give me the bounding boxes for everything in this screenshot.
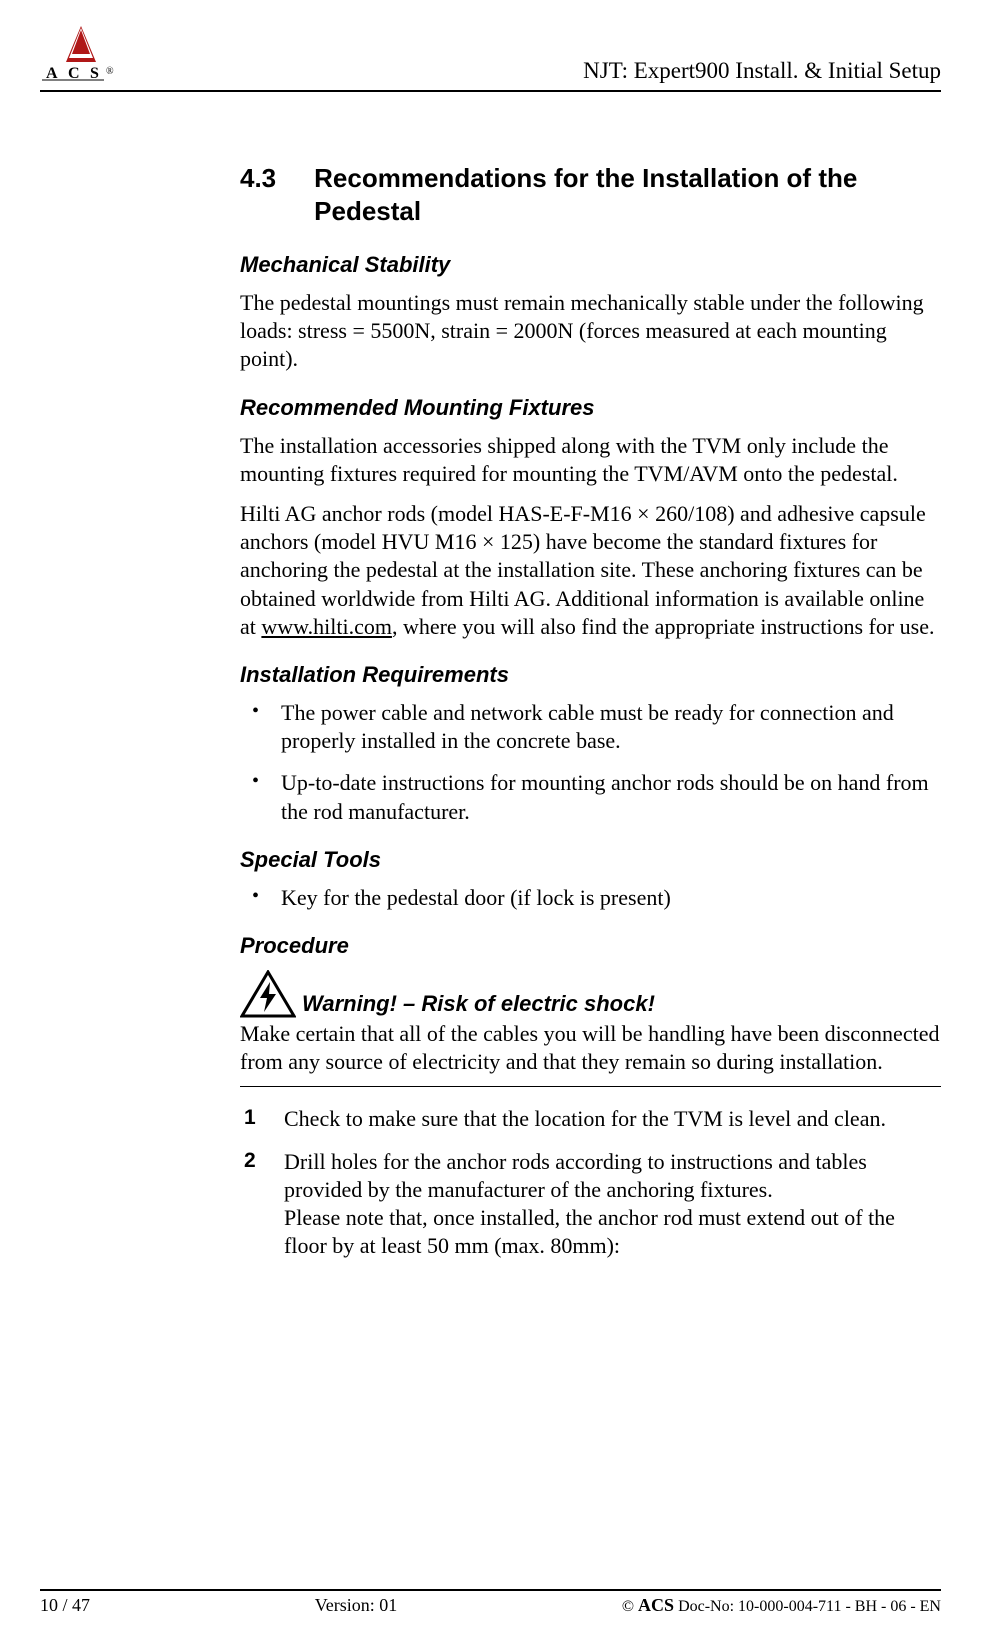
subhead-fixtures: Recommended Mounting Fixtures bbox=[240, 394, 941, 422]
para-fixtures-1: The installation accessories shipped alo… bbox=[240, 432, 941, 488]
bullet-icon: • bbox=[252, 884, 259, 912]
hilti-link[interactable]: www.hilti.com bbox=[261, 614, 392, 639]
svg-text:S: S bbox=[90, 65, 99, 82]
footer-page-number: 10 / 47 bbox=[40, 1595, 90, 1616]
svg-text:C: C bbox=[68, 65, 80, 82]
svg-text:A: A bbox=[46, 65, 58, 82]
requirements-list: • The power cable and network cable must … bbox=[240, 699, 941, 826]
subhead-mechanical: Mechanical Stability bbox=[240, 251, 941, 279]
list-item: • The power cable and network cable must … bbox=[240, 699, 941, 755]
svg-text:®: ® bbox=[106, 66, 114, 77]
list-item: • Up-to-date instructions for mounting an… bbox=[240, 769, 941, 825]
para-fixtures-2: Hilti AG anchor rods (model HAS-E-F-M16 … bbox=[240, 500, 941, 641]
list-item-text: The power cable and network cable must b… bbox=[281, 699, 941, 755]
warning-body: Make certain that all of the cables you … bbox=[240, 1020, 941, 1076]
step-number: 2 bbox=[244, 1148, 262, 1261]
page-header: A C S ® NJT: Expert900 Install. & Initia… bbox=[40, 24, 941, 92]
tools-list: • Key for the pedestal door (if lock is p… bbox=[240, 884, 941, 912]
subhead-procedure: Procedure bbox=[240, 932, 941, 960]
step-item: 1 Check to make sure that the location f… bbox=[240, 1105, 941, 1133]
warning-label: Warning! – Risk of electric shock! bbox=[302, 990, 655, 1020]
warning-heading: Warning! – Risk of electric shock! bbox=[240, 970, 941, 1020]
bullet-icon: • bbox=[252, 769, 259, 825]
footer-docno: © ACS Doc-No: 10-000-004-711 - BH - 06 -… bbox=[622, 1595, 941, 1616]
step-text: Drill holes for the anchor rods accordin… bbox=[284, 1148, 941, 1261]
para-mechanical: The pedestal mountings must remain mecha… bbox=[240, 289, 941, 373]
procedure-steps: 1 Check to make sure that the location f… bbox=[240, 1105, 941, 1260]
section-title: Recommendations for the Installation of … bbox=[314, 162, 941, 227]
step-number: 1 bbox=[244, 1105, 262, 1133]
footer-docno-text: Doc-No: 10-000-004-711 - BH - 06 - EN bbox=[674, 1598, 941, 1615]
list-item-text: Up-to-date instructions for mounting anc… bbox=[281, 769, 941, 825]
step-item: 2 Drill holes for the anchor rods accord… bbox=[240, 1148, 941, 1261]
list-item-text: Key for the pedestal door (if lock is pr… bbox=[281, 884, 671, 912]
electric-shock-warning-icon bbox=[240, 970, 296, 1020]
header-doc-title: NJT: Expert900 Install. & Initial Setup bbox=[583, 58, 941, 84]
section-heading: 4.3 Recommendations for the Installation… bbox=[240, 162, 941, 227]
acs-logo: A C S ® bbox=[40, 24, 122, 84]
copyright-symbol: © bbox=[622, 1598, 634, 1615]
content-area: 4.3 Recommendations for the Installation… bbox=[240, 92, 941, 1260]
bullet-icon: • bbox=[252, 699, 259, 755]
subhead-tools: Special Tools bbox=[240, 846, 941, 874]
page-footer: 10 / 47 Version: 01 © ACS Doc-No: 10-000… bbox=[40, 1589, 941, 1616]
subhead-requirements: Installation Requirements bbox=[240, 661, 941, 689]
footer-version: Version: 01 bbox=[315, 1595, 398, 1616]
list-item: • Key for the pedestal door (if lock is p… bbox=[240, 884, 941, 912]
step-text: Check to make sure that the location for… bbox=[284, 1105, 886, 1133]
para-fixtures-2b: , where you will also find the appropria… bbox=[392, 614, 935, 639]
footer-acs: ACS bbox=[638, 1595, 674, 1615]
section-number: 4.3 bbox=[240, 162, 276, 227]
divider bbox=[240, 1086, 941, 1087]
